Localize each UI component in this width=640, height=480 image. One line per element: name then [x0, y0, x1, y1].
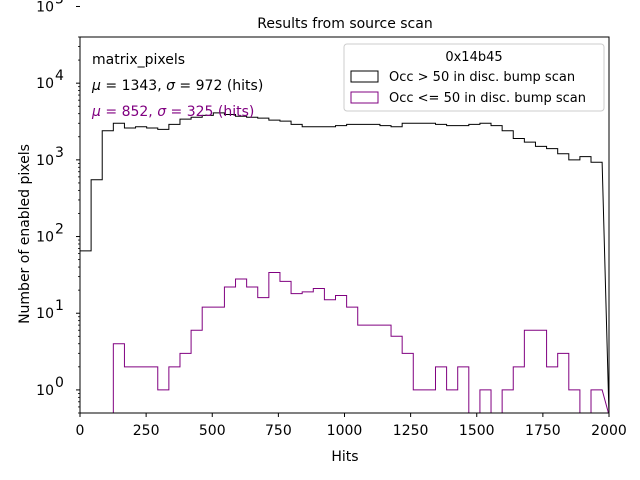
x-tick-label: 1750: [525, 423, 561, 439]
mu-value: 1343: [122, 78, 158, 94]
unit-label: (hits): [227, 78, 263, 94]
sep: ,: [148, 104, 157, 120]
x-tick-label: 1500: [459, 423, 495, 439]
y-axis-ticks: 100101102103104105: [36, 0, 80, 414]
y-tick-exponent: 3: [55, 145, 64, 161]
series-outline: [80, 112, 609, 413]
y-tick-label: 10: [36, 76, 54, 92]
sigma-symbol: σ: [166, 78, 176, 94]
y-tick-label: 10: [36, 306, 54, 322]
y-tick-exponent: 5: [55, 0, 64, 7]
legend-label-low: Occ <= 50 in disc. bump scan: [389, 91, 586, 106]
sigma-eq: =: [166, 104, 187, 120]
legend-label-high: Occ > 50 in disc. bump scan: [389, 70, 575, 85]
legend-swatch-low: [350, 91, 379, 104]
chart-title: Results from source scan: [257, 16, 432, 32]
unit-label: (hits): [218, 104, 254, 120]
y-tick-exponent: 4: [55, 68, 64, 84]
y-tick-label: 10: [36, 230, 54, 246]
x-tick-label: 500: [199, 423, 226, 439]
series-outline: [112, 271, 609, 413]
mu-eq: =: [101, 78, 122, 94]
series-group: [80, 112, 609, 413]
sigma-value: 325: [187, 104, 214, 120]
y-tick-exponent: 2: [55, 222, 64, 238]
series-occ-low: [112, 271, 609, 413]
mu-symbol: μ: [91, 104, 101, 120]
legend-box: [343, 43, 605, 112]
x-tick-label: 0: [76, 423, 85, 439]
y-axis-label: Number of enabled pixels: [17, 144, 33, 324]
mu-value: 852: [122, 104, 149, 120]
y-tick-exponent: 1: [55, 298, 64, 314]
mu-eq: =: [101, 104, 122, 120]
annotation-stats-low: μ = 852, σ = 325 (hits): [91, 104, 254, 120]
x-tick-label: 250: [133, 423, 160, 439]
mu-symbol: μ: [91, 78, 101, 94]
y-tick-label: 10: [36, 383, 54, 399]
x-tick-label: 1250: [393, 423, 429, 439]
sigma-eq: =: [175, 78, 196, 94]
y-tick-label: 10: [36, 153, 54, 169]
legend: 0x14b45 Occ > 50 in disc. bump scan Occ …: [343, 43, 605, 112]
legend-title: 0x14b45: [445, 50, 502, 65]
y-tick-label: 10: [36, 0, 54, 15]
x-axis-label: Hits: [331, 449, 358, 465]
x-tick-label: 1000: [327, 423, 363, 439]
x-tick-label: 750: [265, 423, 292, 439]
sep: ,: [157, 78, 166, 94]
annotation-stats-all: μ = 1343, σ = 972 (hits): [91, 78, 263, 94]
sigma-value: 972: [196, 78, 223, 94]
y-tick-exponent: 0: [55, 375, 64, 391]
annotation-label: matrix_pixels: [92, 52, 185, 68]
x-axis-ticks: 0 250 500 750 1000 1250 1500 1750 2000: [76, 413, 627, 439]
series-occ-high: [80, 112, 609, 413]
legend-swatch-high: [350, 70, 379, 83]
x-tick-label: 2000: [591, 423, 627, 439]
sigma-symbol: σ: [157, 104, 167, 120]
